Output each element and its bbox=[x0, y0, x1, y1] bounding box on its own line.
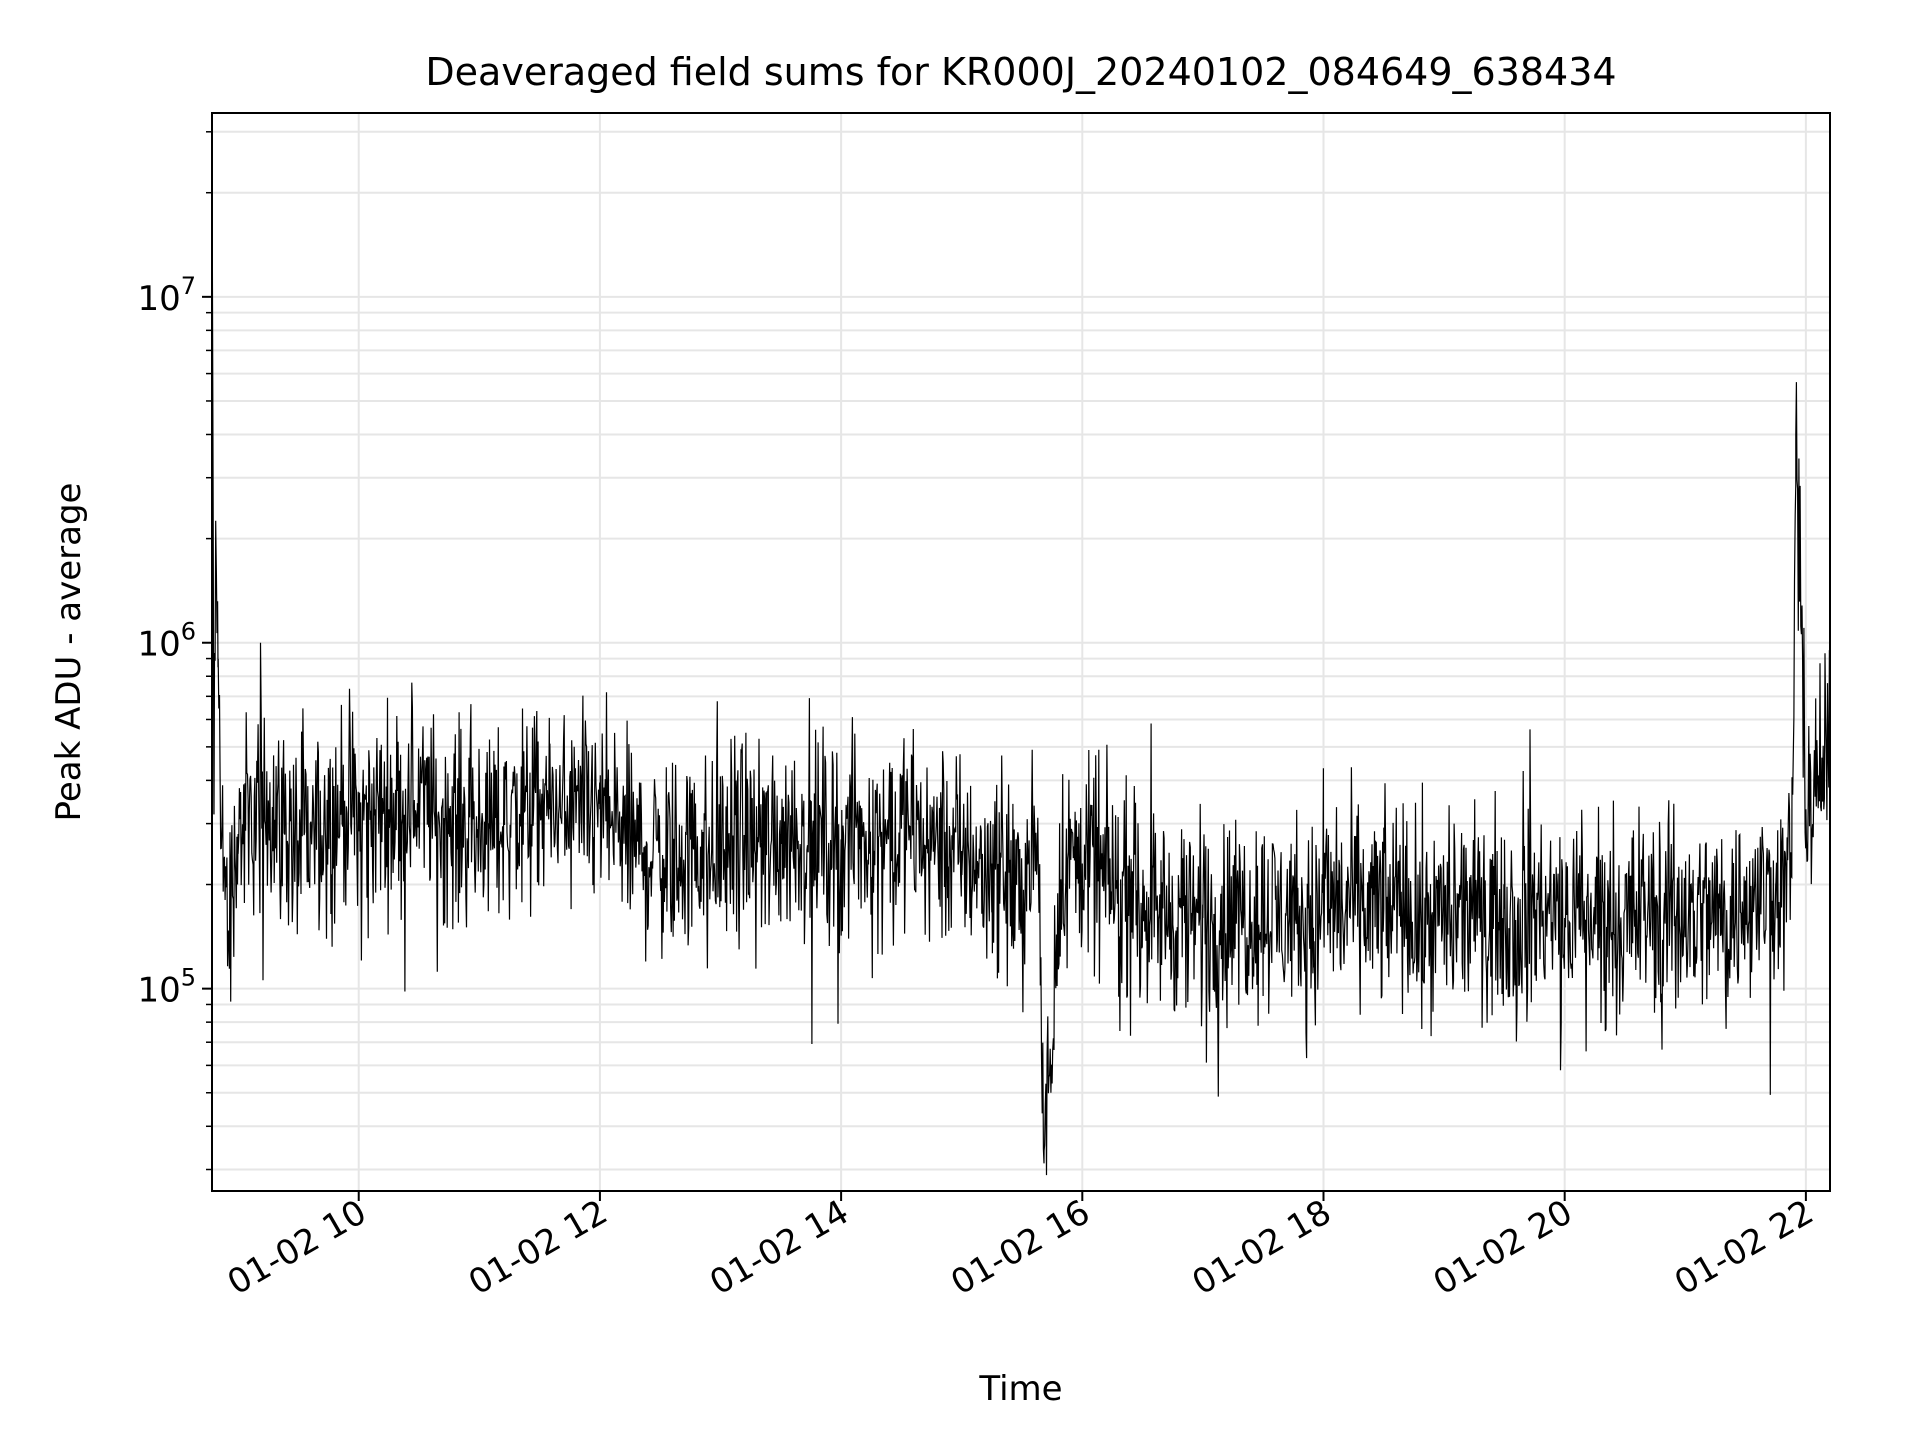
y-tick-label: 107 bbox=[137, 272, 196, 319]
x-axis-label: Time bbox=[978, 1369, 1062, 1409]
y-axis-label: Peak ADU - average bbox=[49, 483, 89, 822]
y-tick-label: 105 bbox=[137, 964, 196, 1011]
plot-area bbox=[211, 113, 1831, 1176]
y-tick-label: 106 bbox=[137, 618, 196, 665]
axes-frame bbox=[211, 112, 1831, 1192]
series-line bbox=[211, 113, 1831, 1176]
chart-title: Deaveraged field sums for KR000J_2024010… bbox=[425, 50, 1616, 94]
